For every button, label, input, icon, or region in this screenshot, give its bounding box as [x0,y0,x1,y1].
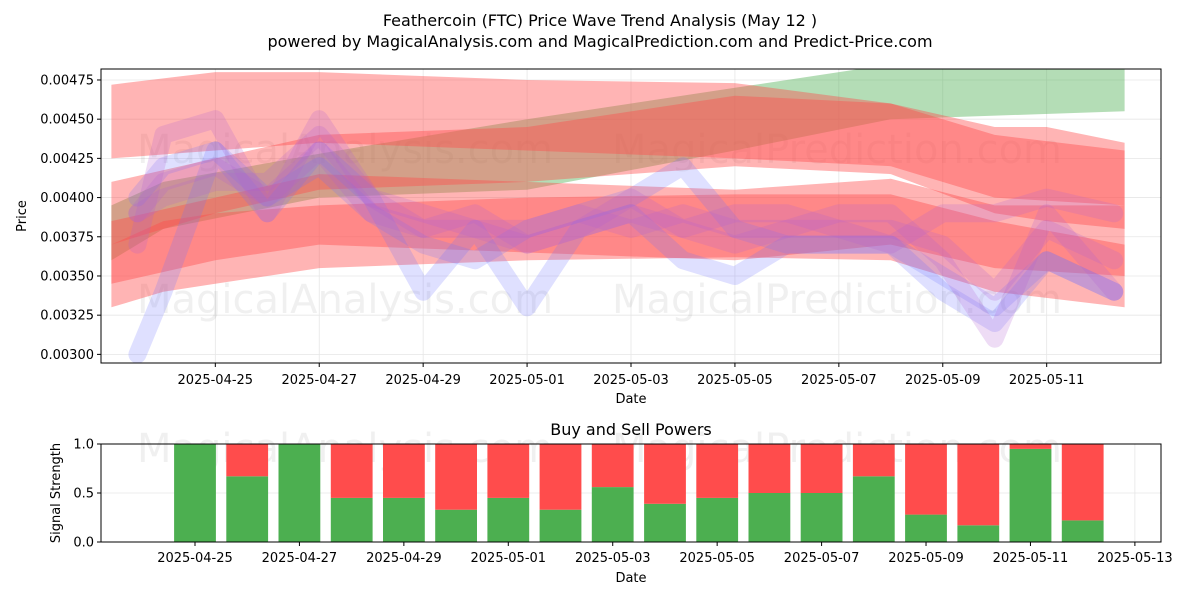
buy-bar [1009,448,1052,542]
watermark-text: MagicalAnalysis.com [137,277,553,323]
signal-chart: Buy and Sell Powers MagicalAnalysis.com … [49,420,1173,586]
buy-bar [748,493,791,542]
buy-bar [174,444,216,542]
sell-bar [644,444,686,504]
buy-bar [852,476,895,542]
signal-bars [174,444,1104,542]
sell-bar [539,444,582,510]
buy-bar [696,497,739,542]
y-tick-label: 1.0 [73,438,94,453]
signal-y-axis: 0.0 0.5 1.0 [73,438,101,551]
sell-bar [957,444,1000,526]
y-tick-label: 0.5 [73,487,94,502]
red-trend-band [111,72,1125,206]
y-tick-label: 0.00325 [40,309,94,324]
sell-bar [1009,444,1052,449]
sell-bar [852,444,895,477]
watermark-text: MagicalAnalysis.com [137,127,553,173]
signal-y-axis-label: Signal Strength [49,443,64,543]
x-tick-label: 2025-05-09 [888,551,964,566]
chart-subtitle: powered by MagicalAnalysis.com and Magic… [267,32,932,51]
buy-bar [435,509,477,542]
y-tick-label: 0.00475 [40,73,94,88]
watermark-text: MagicalPrediction.com [612,127,1062,173]
x-tick-label: 2025-04-25 [178,373,254,388]
y-tick-label: 0.00375 [40,230,94,245]
x-tick-label: 2025-05-03 [593,373,669,388]
price-watermarks: MagicalAnalysis.com MagicalPrediction.co… [137,127,1062,323]
buy-bar [226,476,269,542]
red-trend-band [111,95,1125,245]
sell-bar [696,444,739,498]
y-tick-label: 0.00425 [40,152,94,167]
buy-bar [644,503,686,542]
sell-bar [435,444,477,510]
red-trend-band [111,194,1125,308]
blue-wave-line [128,141,1124,317]
x-tick-label: 2025-05-01 [471,551,547,566]
sell-bar [330,444,373,498]
y-tick-label: 0.00400 [40,191,94,206]
sell-bar [383,444,425,498]
buy-bar [591,487,634,542]
red-trend-band [111,174,1125,284]
buy-bar [539,509,582,542]
x-tick-label: 2025-05-11 [993,551,1069,566]
buy-bar [330,497,373,542]
x-tick-label: 2025-04-25 [157,551,233,566]
price-bands [111,69,1125,308]
sell-bar [1061,444,1104,521]
buy-bar [800,493,843,542]
signal-chart-title: Buy and Sell Powers [550,420,712,439]
watermark-text: MagicalPrediction.com [612,277,1062,323]
chart-title: Feathercoin (FTC) Price Wave Trend Analy… [383,11,817,30]
sell-bar [226,444,269,477]
sell-bar [748,444,791,493]
price-y-axis: 0.00300 0.00325 0.00350 0.00375 0.00400 0.004… [40,73,101,363]
signal-x-axis: 2025-04-25 2025-04-27 2025-04-29 2025-05-01… [157,542,1173,566]
blue-wave-line [128,141,1124,363]
buy-bar [905,514,947,542]
y-tick-label: 0.00350 [40,269,94,284]
x-tick-label: 2025-05-05 [679,551,755,566]
x-tick-label: 2025-05-13 [1097,551,1173,566]
buy-bar [383,497,425,542]
x-tick-label: 2025-05-11 [1009,373,1085,388]
price-chart: MagicalAnalysis.com MagicalPrediction.co… [15,68,1162,407]
buy-bar [487,497,530,542]
buy-bar [278,444,321,542]
x-tick-label: 2025-04-27 [281,373,357,388]
buy-bar [1061,520,1104,542]
purple-wave-line [128,110,1124,254]
x-tick-label: 2025-05-07 [801,373,877,388]
signal-x-axis-label: Date [615,571,646,586]
x-tick-label: 2025-05-07 [784,551,860,566]
price-x-axis: 2025-04-25 2025-04-27 2025-04-29 2025-05-01… [178,363,1085,388]
purple-wave-line [128,125,1124,348]
y-tick-label: 0.0 [73,536,94,551]
sell-bar [905,444,947,515]
x-tick-label: 2025-04-29 [366,551,442,566]
price-x-axis-label: Date [615,392,646,407]
x-tick-label: 2025-04-27 [262,551,338,566]
green-trend-band [111,69,1125,261]
price-grid [101,69,1161,363]
x-tick-label: 2025-05-09 [905,373,981,388]
buy-bar [957,525,1000,542]
y-tick-label: 0.00300 [40,348,94,363]
x-tick-label: 2025-05-01 [489,373,565,388]
sell-bar [487,444,530,498]
x-tick-label: 2025-05-05 [697,373,773,388]
y-tick-label: 0.00450 [40,113,94,128]
price-wave-lines [128,110,1124,363]
purple-wave-line [128,141,1124,301]
sell-bar [800,444,843,493]
x-tick-label: 2025-04-29 [385,373,461,388]
price-y-axis-label: Price [15,200,30,232]
sell-bar [591,444,634,488]
x-tick-label: 2025-05-03 [575,551,651,566]
